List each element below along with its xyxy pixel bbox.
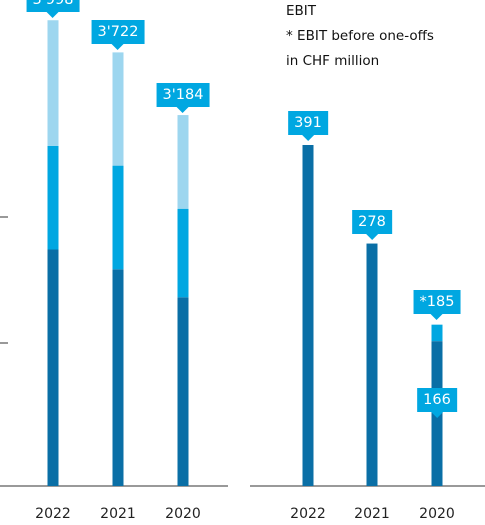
ebit-subtitle-one-offs: * EBIT before one-offs	[286, 28, 434, 44]
ebit-callout-2022: 391	[288, 111, 328, 141]
stack-segment-2022-2	[47, 20, 59, 146]
left-year-label-2020: 2020	[165, 506, 201, 522]
total-callout-2022: 3'998	[26, 0, 80, 19]
ebit-bar-2021	[366, 243, 378, 486]
ebit-subtitle-unit: in CHF million	[286, 53, 380, 69]
stack-segment-2022-0	[47, 249, 59, 486]
stack-segment-2022-1	[47, 145, 59, 250]
left-year-label-2022: 2022	[35, 506, 71, 522]
stack-segment-2021-2	[112, 52, 124, 166]
ebit-callout-2020: 166	[417, 388, 457, 418]
ebit-callout-2021: 278	[352, 209, 392, 240]
total-callout-2020: 3'184	[156, 83, 210, 114]
right-year-label-2021: 2021	[354, 506, 390, 522]
right-year-label-2020: 2020	[419, 506, 455, 522]
stack-segment-2021-0	[112, 269, 124, 486]
stack-segment-2020-0	[177, 297, 189, 486]
ebit-bar-2022	[302, 145, 314, 486]
stack-segment-2020-1	[177, 208, 189, 298]
right-year-label-2022: 2022	[290, 506, 326, 522]
ebit-adjusted-callout-2020: *185	[413, 289, 461, 320]
stack-segment-2021-1	[112, 165, 124, 270]
left-year-label-2021: 2021	[100, 506, 136, 522]
left-stacked-bar-chart	[0, 20, 228, 487]
stack-segment-2020-2	[177, 115, 189, 209]
ebit-title: EBIT	[286, 3, 317, 19]
total-callout-2021: 3'722	[91, 20, 145, 51]
right-ebit-bar-chart	[250, 145, 485, 487]
ebit-one-off-segment-2020	[431, 324, 443, 342]
